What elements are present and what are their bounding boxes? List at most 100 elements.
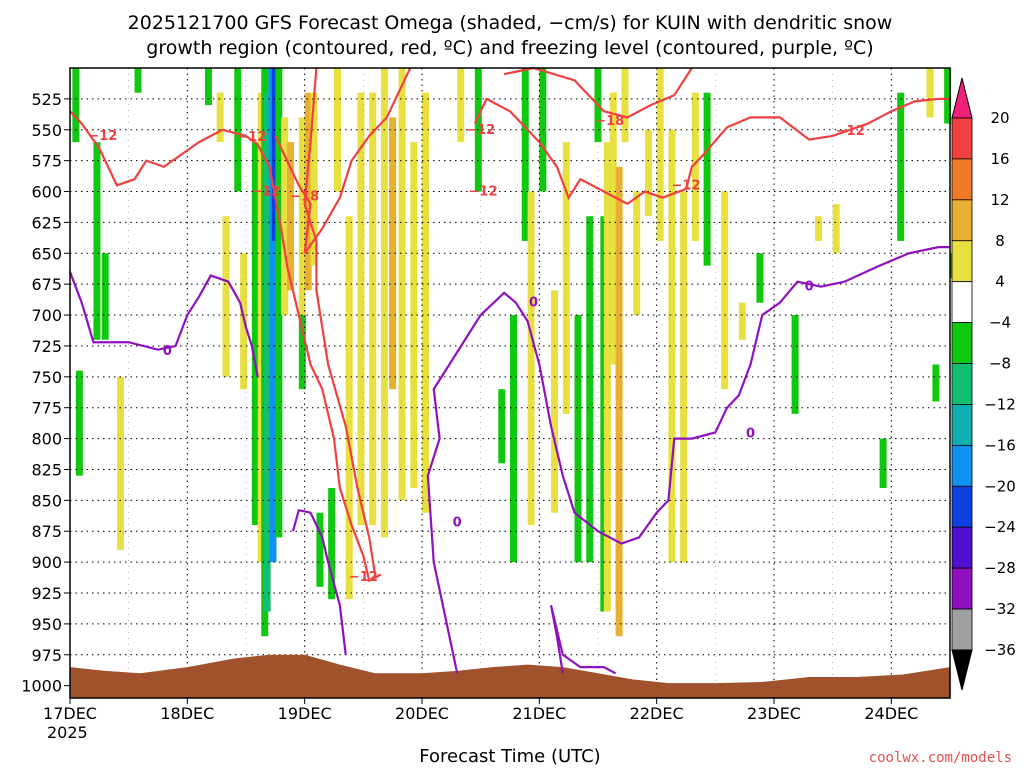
omega-strip xyxy=(691,92,699,241)
y-tick-label: 625 xyxy=(31,213,62,232)
colorbar-label: −20 xyxy=(984,477,1016,495)
y-tick-label: 650 xyxy=(31,244,62,263)
colorbar-segment xyxy=(951,567,973,610)
colorbar-segment xyxy=(951,158,973,201)
y-tick-label: 875 xyxy=(31,522,62,541)
colorbar-segment xyxy=(951,240,973,283)
omega-strip xyxy=(410,142,418,488)
dgz-contour xyxy=(69,110,382,583)
contour-label: −12 xyxy=(672,178,701,193)
contour-label: −12 xyxy=(251,185,280,200)
colorbar-label: −24 xyxy=(984,518,1016,536)
x-tick-label: 23DEC xyxy=(747,704,801,723)
x-axis-label: Forecast Time (UTC) xyxy=(419,746,600,767)
contour-label: 0 xyxy=(805,280,814,295)
omega-strip xyxy=(101,253,109,340)
omega-strip xyxy=(75,370,83,476)
colorbar-segment xyxy=(951,444,973,487)
omega-strip xyxy=(932,364,940,402)
terrain-fill xyxy=(70,654,950,698)
colorbar-segment xyxy=(951,363,973,405)
omega-strip xyxy=(879,438,887,488)
y-tick-label: 700 xyxy=(31,306,62,325)
omega-strip xyxy=(398,68,406,501)
omega-strip xyxy=(680,191,688,563)
x-tick-label: 18DEC xyxy=(160,704,214,723)
contour-label: −12 xyxy=(88,129,117,144)
colorbar-segment xyxy=(951,281,973,324)
omega-strip xyxy=(738,302,746,340)
terrain-surface xyxy=(70,654,950,698)
y-tick-label: 975 xyxy=(31,646,62,665)
omega-strip xyxy=(304,92,312,291)
freezing-level-contour xyxy=(426,246,950,674)
contour-labels: −12 −12 −18 −12 −12 −12 −12 −18 −12 −12 0 0 0 0 0 xyxy=(88,114,864,585)
colorbar-label: −12 xyxy=(984,395,1016,413)
contour-label: −18 xyxy=(595,114,624,129)
omega-strip xyxy=(298,117,306,316)
y-axis-ticks: 525 550 575 600 625 650 675 700 725 750 775 800 825 8… xyxy=(21,90,70,696)
freezing-level-contour xyxy=(549,605,617,675)
x-tick-label: 19DEC xyxy=(278,704,332,723)
colorbar-bottom-arrow xyxy=(951,649,973,691)
contour-label: −12 xyxy=(469,185,498,200)
omega-strip xyxy=(263,92,271,612)
omega-strip xyxy=(586,216,594,563)
x-tick-label: 20DEC xyxy=(395,704,449,723)
omega-strip xyxy=(234,68,242,192)
plot-area: −12 −12 −18 −12 −12 −12 −12 −18 −12 −12 0 0 0 0 0 xyxy=(68,66,957,699)
x-tick-label: 21DEC xyxy=(512,704,566,723)
omega-strip xyxy=(498,389,506,464)
y-tick-label: 825 xyxy=(31,460,62,479)
contour-label: −12 xyxy=(237,130,266,145)
omega-strip xyxy=(615,166,623,637)
colorbar-top-arrow xyxy=(951,77,973,119)
x-axis-year: 2025 xyxy=(47,723,88,742)
colorbar-segment xyxy=(951,526,973,569)
omega-strip xyxy=(287,142,295,291)
x-axis-ticks: 17DEC 18DEC 19DEC 20DEC 21DEC 22DEC 23DEC 24DEC xyxy=(43,698,918,723)
omega-strip xyxy=(815,216,823,241)
omega-strip xyxy=(93,142,101,340)
colorbar-segment xyxy=(951,404,973,446)
colorbar-label: −32 xyxy=(984,600,1016,618)
y-tick-label: 725 xyxy=(31,337,62,356)
y-tick-label: 575 xyxy=(31,152,62,171)
credit-text: coolwx.com/models xyxy=(869,750,1012,766)
omega-strip xyxy=(527,191,535,526)
omega-strip xyxy=(334,68,341,192)
colorbar: 20 16 12 8 4 −4 −8 −12 −16 −20 −24 −28 −32 −36 xyxy=(951,77,1016,691)
contour-label: −18 xyxy=(290,189,319,204)
omega-strip xyxy=(310,92,318,266)
omega-strip xyxy=(644,129,652,217)
y-tick-label: 525 xyxy=(31,90,62,109)
omega-strip xyxy=(116,376,124,550)
contour-label: 0 xyxy=(529,296,538,311)
omega-strip xyxy=(600,216,608,612)
colorbar-label: 12 xyxy=(990,191,1009,209)
omega-strip xyxy=(316,512,324,587)
dgz-contour xyxy=(303,67,377,575)
colorbar-label: −8 xyxy=(989,355,1011,373)
omega-strip xyxy=(609,92,617,365)
plot-frame xyxy=(69,67,951,699)
omega-strip xyxy=(222,216,230,377)
dgz-contour xyxy=(503,66,693,119)
omega-shading xyxy=(72,68,957,637)
y-tick-label: 950 xyxy=(31,615,62,634)
omega-strip xyxy=(926,68,934,118)
colorbar-segment xyxy=(951,608,973,651)
x-tick-label: 17DEC xyxy=(43,704,97,723)
omega-strip xyxy=(832,203,840,254)
contours xyxy=(68,66,950,675)
omega-strip xyxy=(281,117,289,316)
omega-strip xyxy=(271,68,279,241)
omega-strip xyxy=(944,68,952,124)
contour-label: 0 xyxy=(746,427,755,442)
y-tick-label: 600 xyxy=(31,183,62,202)
omega-strip xyxy=(574,315,582,563)
y-tick-label: 925 xyxy=(31,584,62,603)
dgz-contour xyxy=(274,67,412,254)
omega-strip xyxy=(562,142,570,414)
y-tick-label: 750 xyxy=(31,368,62,387)
